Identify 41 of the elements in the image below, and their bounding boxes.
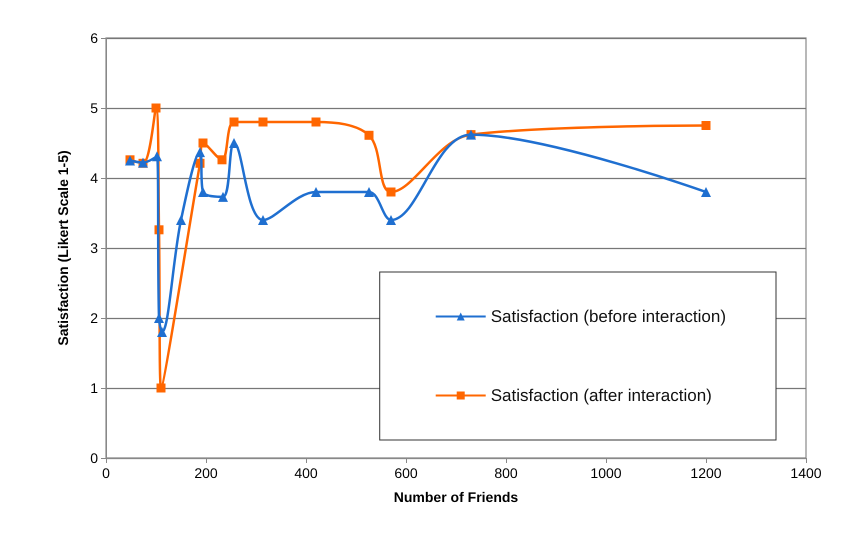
y-tick-label: 4	[90, 170, 98, 186]
point	[218, 192, 228, 202]
point	[195, 147, 205, 158]
x-tick-label: 600	[394, 465, 418, 481]
point	[176, 215, 186, 225]
point	[312, 118, 320, 126]
point	[229, 138, 239, 148]
y-tick-label: 5	[90, 100, 98, 116]
point	[258, 215, 268, 225]
y-axis-title: Satisfaction (Likert Scale 1-5)	[55, 150, 71, 346]
point	[258, 118, 268, 126]
point	[311, 187, 321, 197]
x-tick-label: 1200	[690, 465, 722, 481]
point	[364, 187, 374, 197]
point	[198, 138, 208, 148]
point	[364, 130, 374, 140]
point	[702, 121, 710, 130]
x-tick-label: 0	[102, 465, 110, 481]
x-tick-label: 1400	[790, 465, 822, 481]
x-tick-label: 400	[294, 465, 318, 481]
point	[152, 151, 162, 162]
point	[156, 384, 166, 392]
x-tick-label: 200	[194, 465, 218, 481]
y-tick-label: 6	[90, 30, 98, 46]
point	[152, 104, 160, 112]
point	[218, 155, 226, 164]
x-axis-title: Number of Friends	[394, 489, 518, 505]
x-tick-label: 800	[494, 465, 518, 481]
legend-label: Satisfaction (before interaction)	[490, 307, 726, 326]
legend-label: Satisfaction (after interaction)	[490, 386, 712, 405]
y-tick-label: 2	[90, 310, 98, 326]
point	[230, 118, 238, 126]
x-tick-label: 1000	[590, 465, 622, 481]
point	[198, 187, 208, 197]
y-tick-label: 0	[90, 450, 98, 466]
point	[386, 215, 396, 225]
y-tick-label: 3	[90, 240, 98, 256]
point	[701, 187, 711, 197]
point	[157, 327, 167, 337]
point	[386, 188, 396, 196]
y-tick-label: 1	[90, 380, 98, 396]
